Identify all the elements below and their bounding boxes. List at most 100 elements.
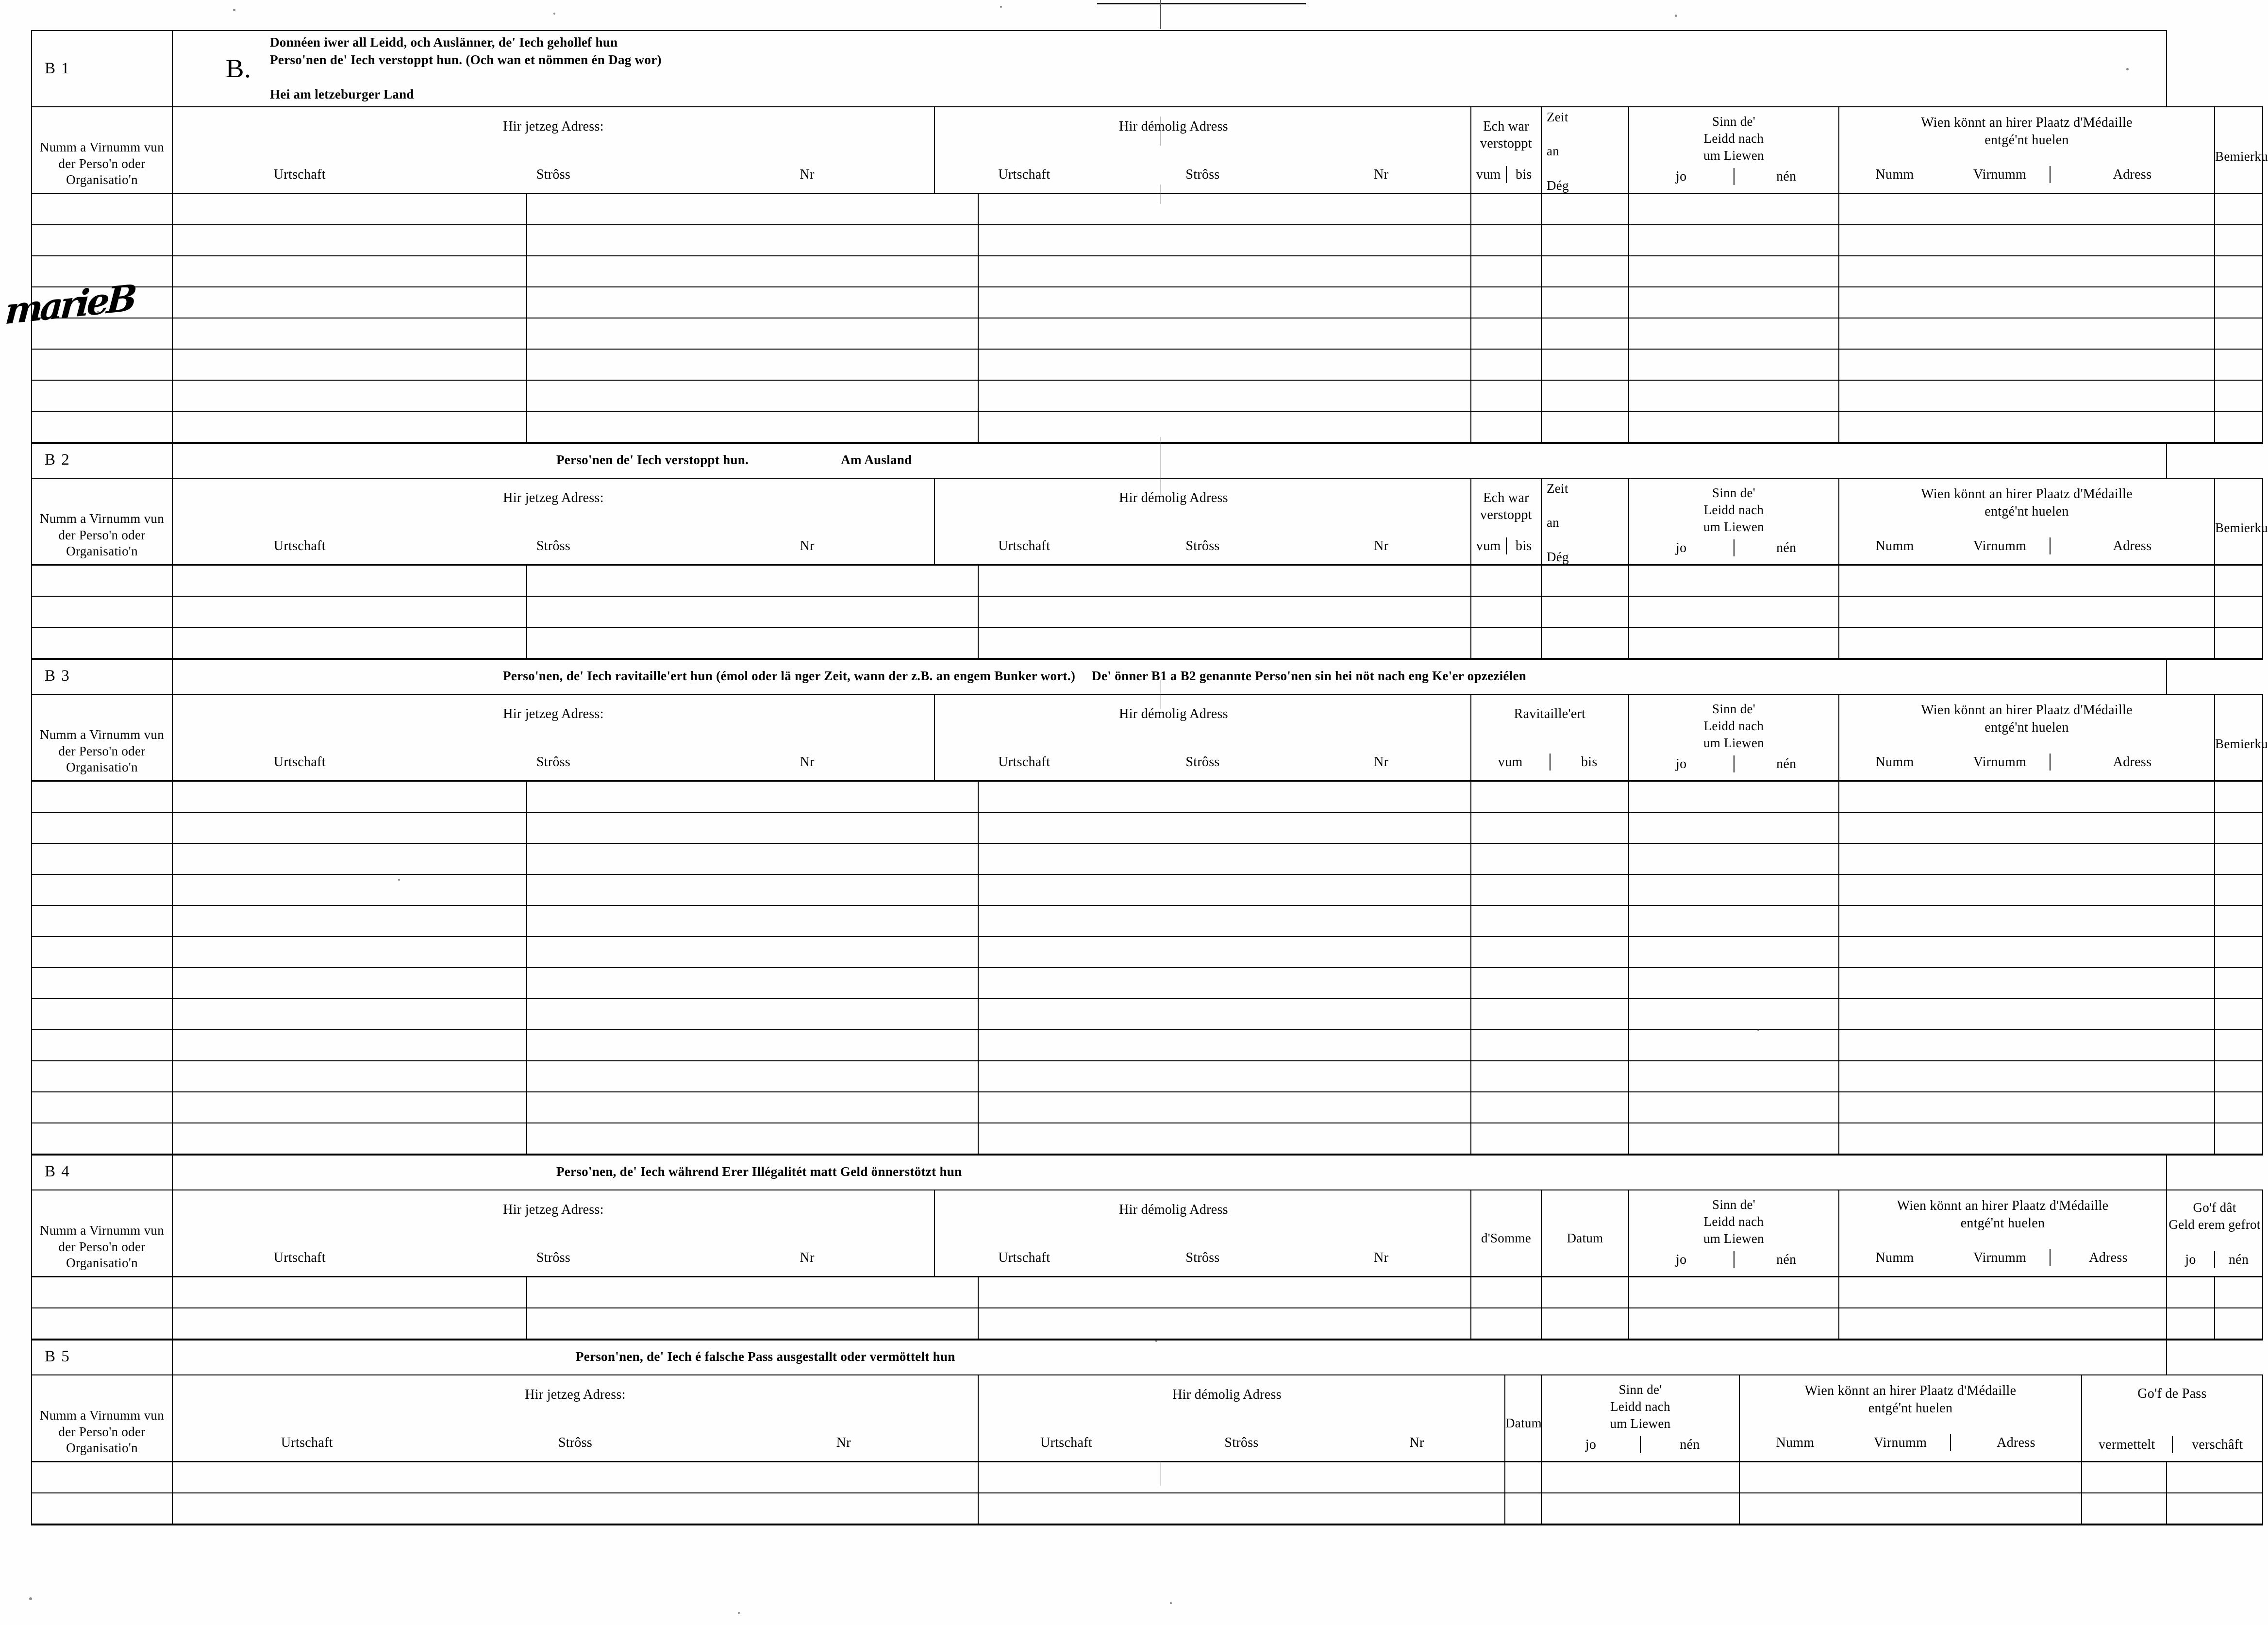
b5-col-addr-then: Hir démolig Adress Urtschaft Strôss Nr [978, 1374, 1505, 1462]
b2-heading-suffix: Am Ausland [841, 452, 912, 467]
b4-addr-then-label: Hir démolig Adress [1119, 1202, 1228, 1217]
b4-now-urtschaft: Urtschaft [273, 1250, 326, 1265]
b4-then-urtschaft: Urtschaft [998, 1250, 1051, 1265]
b5-m-numm: Numm [1776, 1435, 1815, 1450]
b5-title-band: B 5 Person'nen, de' Iech é falsche Pass … [31, 1338, 2263, 1375]
b5-col-addr-now: Hir jetzeg Adress: Urtschaft Strôss Nr [172, 1374, 979, 1462]
b4-heading: Perso'nen, de' Iech während Erer Illégal… [171, 1153, 2168, 1190]
b5-alive-yes: jo [1585, 1437, 1597, 1452]
b3-now-stross: Strôss [536, 754, 571, 770]
c [1470, 192, 1542, 225]
b3-period-from: vum [1498, 754, 1523, 770]
b3-heading-line1: Perso'nen, de' Iech ravitaille'ert hun (… [503, 668, 1076, 683]
b2-medaille-l1: Wien könnt an hirer Plaatz d'Médaille [1921, 486, 2133, 502]
section-code-b4: B 4 [31, 1153, 173, 1190]
section-code-b3: B 3 [31, 657, 173, 695]
b2-now-stross: Strôss [536, 538, 571, 553]
b3-alive-yes: jo [1676, 756, 1687, 771]
b1-data-row [31, 317, 2263, 350]
section-b2: B 2 Perso'nen de' Iech verstoppt hun. Am… [31, 441, 2268, 660]
b4-col-amount: d'Somme [1470, 1189, 1542, 1277]
b4-date-label: Datum [1567, 1230, 1603, 1245]
b5-col-medaille: Wien könnt an hirer Plaatz d'Médaille en… [1739, 1374, 2082, 1462]
b5-medaille-l1: Wien könnt an hirer Plaatz d'Médaille [1804, 1383, 2017, 1398]
b4-now-stross: Strôss [536, 1250, 571, 1265]
b2-data-row [31, 626, 2263, 660]
b4-then-nr: Nr [1374, 1250, 1389, 1265]
b1-m-numm: Numm [1875, 167, 1914, 182]
c [1541, 192, 1629, 225]
b1-heading-suffix: Hei am letzeburger Land [270, 86, 414, 101]
b5-pass-l1: Go'f de Pass [2137, 1386, 2207, 1401]
b2-alive-l2: Leidd nach [1703, 502, 1764, 517]
b5-col-name: Numm a Virnumm vun der Perso'n oder Orga… [31, 1374, 173, 1462]
b2-now-nr: Nr [800, 538, 815, 553]
b2-days-l3: Dég [1547, 549, 1569, 564]
b1-data-row [31, 379, 2263, 412]
b2-col-remarks: Bemierkungen [2214, 477, 2268, 565]
b1-addr-then-label: Hir démolig Adress [1119, 118, 1228, 134]
b5-addr-now-label: Hir jetzeg Adress: [525, 1387, 626, 1402]
b3-data-row [31, 1091, 2263, 1123]
b3-period-to: bis [1549, 753, 1629, 771]
b2-addr-now-label: Hir jetzeg Adress: [503, 490, 604, 505]
b4-alive-yes: jo [1676, 1252, 1687, 1267]
b5-medaille-l2: entgé'nt huelen [1868, 1400, 1953, 1416]
b5-header-row: Numm a Virnumm vun der Perso'n oder Orga… [31, 1374, 2263, 1462]
b4-heading-line1: Perso'nen, de' Iech während Erer Illégal… [556, 1164, 962, 1179]
b4-title-band: B 4 Perso'nen, de' Iech während Erer Ill… [31, 1153, 2263, 1190]
c [526, 192, 979, 225]
b1-period-label: Ech war verstoppt [1480, 118, 1532, 151]
b4-returned-l1: Go'f dât [2193, 1200, 2236, 1215]
b3-col-alive: Sinn de' Leidd nach um Liewen jo nén [1628, 693, 1839, 781]
b1-col-name-label: Numm a Virnumm vun der Perso'n oder Orga… [39, 139, 165, 187]
b1-days-l3: Dég [1547, 178, 1569, 193]
b3-data-row [31, 936, 2263, 968]
b3-data-row [31, 873, 2263, 906]
section-code-b1: B 1 [31, 30, 173, 107]
b2-col-medaille: Wien könnt an hirer Plaatz d'Médaille en… [1838, 477, 2216, 565]
b3-then-urtschaft: Urtschaft [998, 754, 1051, 770]
b3-medaille-l1: Wien könnt an hirer Plaatz d'Médaille [1921, 702, 2133, 718]
section-b4: B 4 Perso'nen, de' Iech während Erer Ill… [31, 1153, 2263, 1340]
b4-col-addr-now: Hir jetzeg Adress: Urtschaft Strôss Nr [172, 1189, 935, 1277]
c [1838, 192, 2216, 225]
b3-medaille-l2: entgé'nt huelen [1984, 720, 2069, 735]
b3-col-medaille: Wien könnt an hirer Plaatz d'Médaille en… [1838, 693, 2216, 781]
b4-alive-l1: Sinn de' [1712, 1197, 1756, 1212]
b4-now-nr: Nr [800, 1250, 815, 1265]
b1-col-medaille: Wien könnt an hirer Plaatz d'Médaille en… [1838, 106, 2216, 194]
b3-data-row [31, 811, 2263, 844]
b2-alive-l3: um Liewen [1703, 519, 1764, 534]
b3-then-stross: Strôss [1185, 754, 1220, 770]
b1-medaille-l1: Wien könnt an hirer Plaatz d'Médaille [1921, 115, 2133, 130]
b4-m-adress: Adress [2050, 1249, 2166, 1266]
b2-remarks-label: Bemierkungen [2215, 520, 2268, 535]
c [978, 192, 1471, 225]
b5-col-date: Datum [1504, 1374, 1542, 1462]
b4-col-addr-then: Hir démolig Adress Urtschaft Strôss Nr [934, 1189, 1471, 1277]
section-letter-b: B. [225, 53, 251, 83]
b2-m-numm: Numm [1875, 538, 1914, 553]
b1-alive-l3: um Liewen [1703, 148, 1764, 163]
b3-col-addr-now: Hir jetzeg Adress: Urtschaft Strôss Nr [172, 693, 935, 781]
b2-then-urtschaft: Urtschaft [998, 538, 1051, 553]
b1-days-l2: an [1547, 144, 1560, 159]
section-b5: B 5 Person'nen, de' Iech é falsche Pass … [31, 1338, 2263, 1525]
b2-col-addr-now: Hir jetzeg Adress: Urtschaft Strôss Nr [172, 477, 935, 565]
b3-alive-l1: Sinn de' [1712, 701, 1756, 716]
b4-col-date: Datum [1541, 1189, 1629, 1277]
b3-heading: Perso'nen, de' Iech ravitaille'ert hun (… [171, 657, 2168, 695]
b2-alive-l1: Sinn de' [1712, 485, 1756, 500]
b5-heading-line1: Person'nen, de' Iech é falsche Pass ausg… [576, 1349, 955, 1364]
b3-data-row [31, 998, 2263, 1030]
c [31, 192, 173, 225]
b1-then-nr: Nr [1374, 167, 1389, 182]
b1-col-addr-now: Hir jetzeg Adress: Urtschaft Strôss Nr [172, 106, 935, 194]
b3-alive-no: nén [1733, 755, 1839, 772]
b3-col-name-label: Numm a Virnumm vun der Perso'n oder Orga… [39, 727, 165, 775]
b3-m-adress: Adress [2050, 753, 2214, 771]
b2-col-alive: Sinn de' Leidd nach um Liewen jo nén [1628, 477, 1839, 565]
c [1628, 192, 1839, 225]
b2-days-l2: an [1547, 515, 1560, 530]
